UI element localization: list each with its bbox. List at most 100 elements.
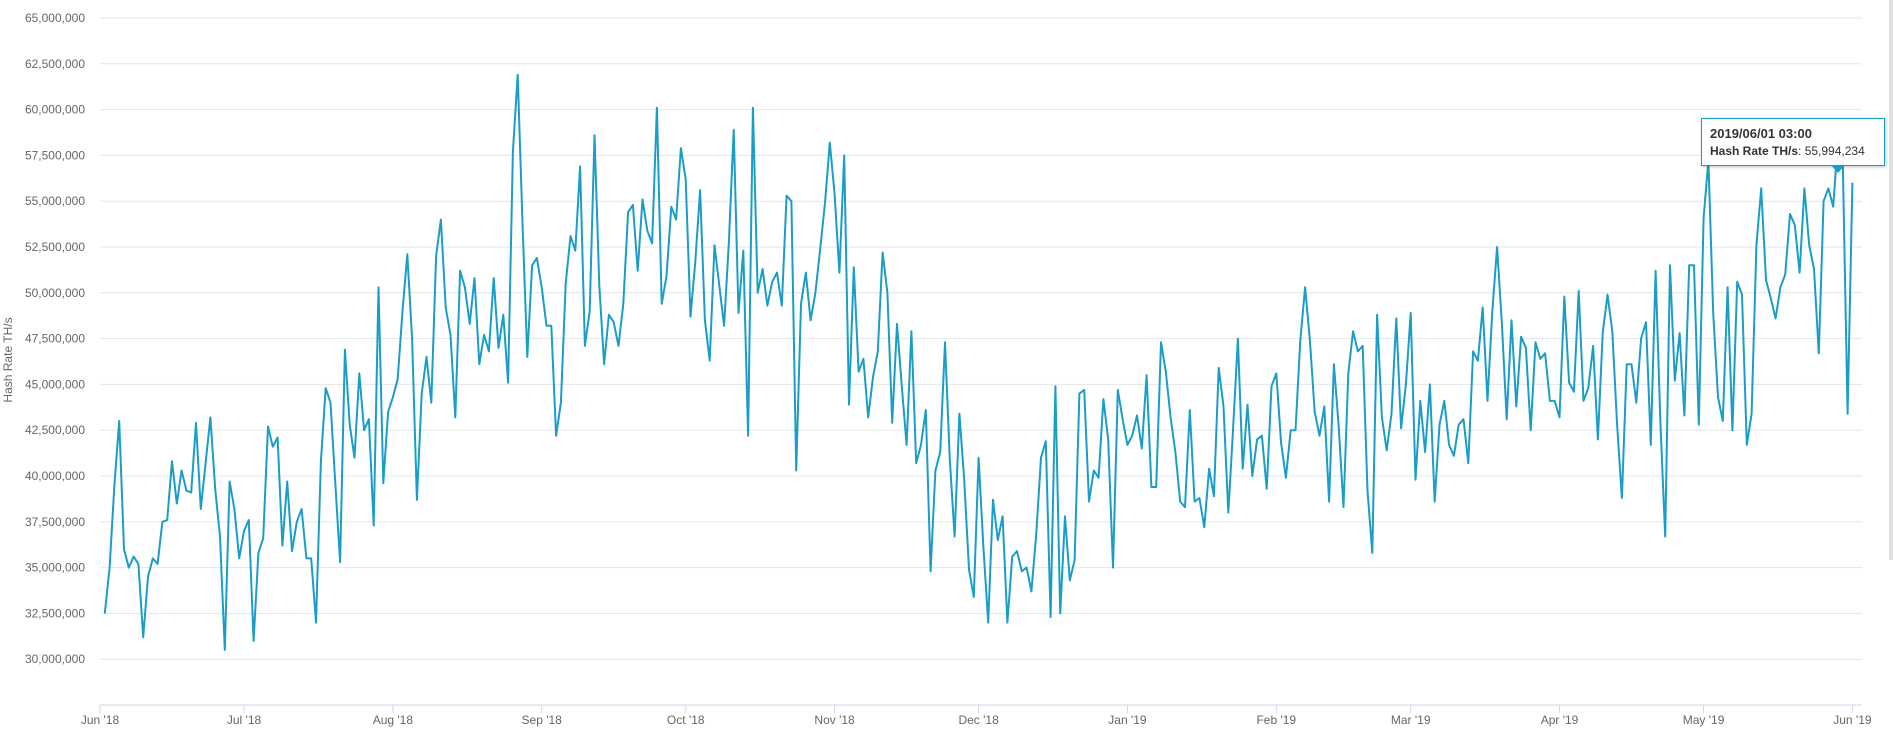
data-point[interactable] — [718, 284, 720, 287]
data-point[interactable] — [584, 345, 586, 347]
data-point[interactable] — [205, 462, 207, 464]
data-point[interactable] — [1491, 310, 1493, 312]
data-point[interactable] — [349, 424, 351, 426]
data-point[interactable] — [325, 387, 327, 389]
data-point[interactable] — [1453, 455, 1455, 457]
data-point[interactable] — [891, 422, 893, 424]
data-point[interactable] — [1184, 506, 1186, 508]
data-point[interactable] — [1155, 486, 1157, 488]
data-point[interactable] — [185, 490, 187, 492]
data-point[interactable] — [934, 469, 937, 472]
data-point[interactable] — [848, 404, 850, 406]
data-point[interactable] — [133, 556, 135, 558]
data-point[interactable] — [1794, 224, 1796, 226]
data-point[interactable] — [1150, 486, 1152, 488]
data-point[interactable] — [1069, 579, 1071, 582]
data-point[interactable] — [1477, 360, 1479, 362]
data-point[interactable] — [1664, 535, 1666, 538]
data-point[interactable] — [1218, 367, 1220, 369]
data-point[interactable] — [368, 418, 370, 420]
data-point[interactable] — [1352, 330, 1354, 332]
data-point[interactable] — [262, 537, 264, 539]
data-point[interactable] — [747, 435, 749, 437]
data-point[interactable] — [814, 292, 817, 294]
data-point[interactable] — [195, 422, 197, 424]
data-point[interactable] — [1362, 345, 1364, 347]
data-point[interactable] — [1621, 497, 1623, 499]
data-point[interactable] — [377, 286, 380, 288]
data-point[interactable] — [401, 310, 404, 312]
data-point[interactable] — [1309, 339, 1311, 341]
data-point[interactable] — [1198, 497, 1200, 499]
data-point[interactable] — [843, 154, 845, 156]
data-point[interactable] — [1496, 246, 1498, 248]
data-point[interactable] — [1525, 347, 1527, 349]
data-point[interactable] — [1261, 435, 1263, 437]
data-point[interactable] — [1640, 338, 1642, 340]
data-point[interactable] — [1371, 552, 1373, 554]
data-point[interactable] — [118, 420, 120, 422]
data-point[interactable] — [1698, 424, 1700, 426]
data-point[interactable] — [469, 323, 471, 325]
data-point[interactable] — [493, 277, 495, 279]
data-point[interactable] — [152, 557, 154, 560]
data-point[interactable] — [445, 306, 447, 309]
data-point[interactable] — [1333, 363, 1335, 365]
data-point[interactable] — [397, 378, 399, 380]
data-point[interactable] — [224, 649, 226, 651]
data-point[interactable] — [1568, 382, 1570, 384]
data-point[interactable] — [229, 480, 231, 483]
data-point[interactable] — [1189, 409, 1191, 411]
data-point[interactable] — [411, 338, 413, 340]
data-point[interactable] — [1650, 444, 1652, 446]
data-point[interactable] — [1275, 372, 1277, 374]
data-point[interactable] — [1160, 341, 1162, 343]
data-point[interactable] — [1174, 451, 1176, 453]
data-point[interactable] — [305, 557, 307, 560]
data-point[interactable] — [1818, 352, 1820, 354]
data-point[interactable] — [1040, 457, 1042, 459]
data-point[interactable] — [1045, 440, 1047, 442]
data-point[interactable] — [1693, 264, 1695, 266]
data-point[interactable] — [1395, 317, 1397, 319]
data-point[interactable] — [1098, 477, 1100, 479]
data-point[interactable] — [555, 435, 557, 437]
data-point[interactable] — [877, 350, 879, 352]
data-point[interactable] — [382, 482, 384, 484]
data-point[interactable] — [1655, 270, 1657, 272]
data-point[interactable] — [987, 622, 989, 624]
data-point[interactable] — [1635, 402, 1637, 404]
data-point[interactable] — [1026, 567, 1028, 569]
data-point[interactable] — [1482, 306, 1484, 309]
data-point[interactable] — [1290, 429, 1292, 431]
data-point[interactable] — [416, 499, 418, 501]
data-point[interactable] — [699, 189, 701, 191]
data-point[interactable] — [685, 178, 687, 180]
data-point[interactable] — [109, 567, 111, 569]
data-point[interactable] — [617, 345, 620, 347]
data-point[interactable] — [200, 508, 202, 510]
data-point[interactable] — [646, 229, 648, 232]
data-point[interactable] — [277, 436, 279, 439]
data-point[interactable] — [1376, 314, 1378, 316]
data-point[interactable] — [598, 284, 600, 287]
data-point[interactable] — [190, 491, 192, 494]
data-point[interactable] — [1002, 515, 1004, 517]
data-point[interactable] — [171, 460, 173, 462]
data-point[interactable] — [406, 253, 408, 255]
data-point[interactable] — [834, 193, 836, 195]
data-point[interactable] — [786, 195, 788, 197]
data-point[interactable] — [281, 545, 283, 547]
data-point[interactable] — [1832, 206, 1834, 208]
data-point[interactable] — [1467, 462, 1469, 464]
data-point[interactable] — [1683, 414, 1685, 417]
data-point[interactable] — [1530, 429, 1532, 431]
data-point[interactable] — [1126, 444, 1128, 446]
data-point[interactable] — [421, 393, 423, 395]
data-point[interactable] — [286, 480, 288, 483]
data-point[interactable] — [790, 200, 793, 202]
data-point[interactable] — [1458, 424, 1460, 426]
data-point[interactable] — [862, 358, 865, 360]
data-point[interactable] — [550, 325, 552, 327]
data-point[interactable] — [137, 563, 139, 565]
